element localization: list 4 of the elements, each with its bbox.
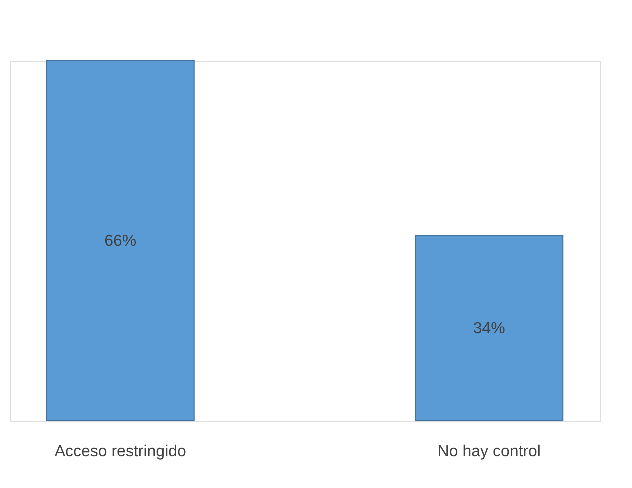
data-label: 66% [104,233,137,250]
data-label: 34% [473,320,506,338]
x-tick-label: No hay control [438,444,541,460]
x-tick-label: Acceso restringido [54,444,187,460]
